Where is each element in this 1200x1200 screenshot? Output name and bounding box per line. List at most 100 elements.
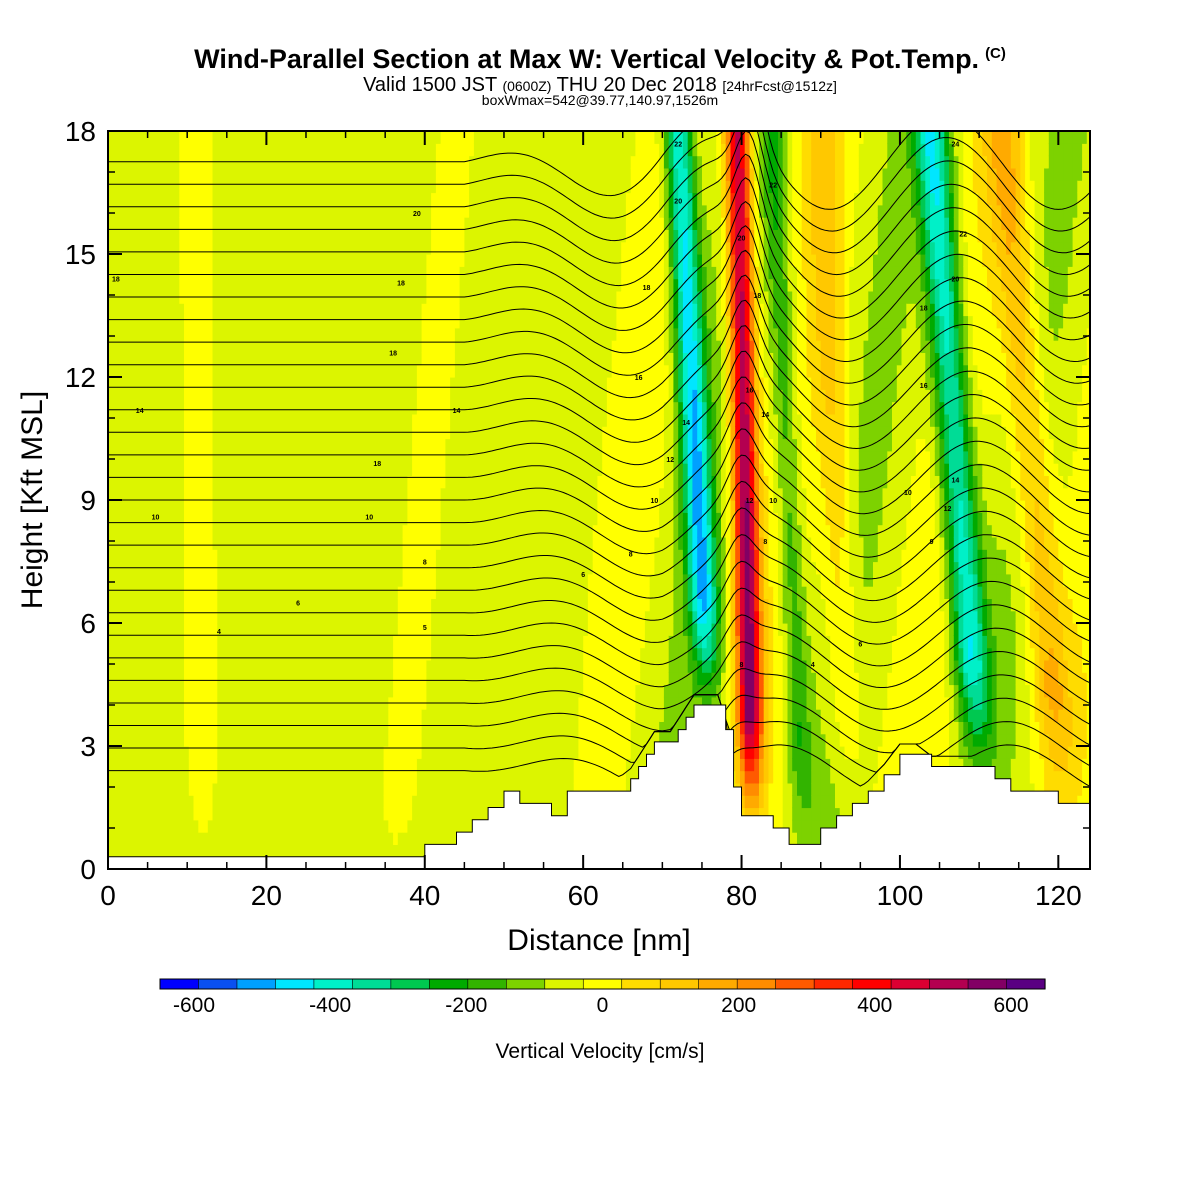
field-cell [478, 733, 484, 747]
field-cell [331, 709, 337, 722]
field-cell [160, 167, 166, 181]
field-cell [473, 758, 480, 772]
field-cell [150, 303, 157, 317]
field-cell [108, 327, 114, 341]
field-cell [231, 782, 237, 796]
field-cell [179, 143, 185, 157]
field-cell [383, 586, 389, 599]
field-cell [165, 389, 171, 403]
field-cell [236, 500, 242, 513]
field-cell [473, 389, 480, 403]
field-cell [454, 377, 461, 390]
field-cell [345, 819, 351, 833]
field-cell [454, 647, 461, 661]
field-cell [184, 229, 190, 243]
field-cell [136, 647, 142, 661]
field-cell [317, 303, 323, 317]
field-cell [317, 413, 323, 427]
field-cell [179, 389, 185, 403]
field-cell [450, 770, 456, 784]
field-cell [340, 610, 347, 624]
field-cell [150, 782, 157, 796]
field-cell [369, 352, 375, 366]
field-cell [407, 463, 413, 476]
field-cell [255, 315, 261, 329]
field-cell [179, 475, 185, 489]
field-cell [127, 844, 133, 858]
field-cell [169, 549, 176, 563]
field-cell [274, 746, 280, 759]
field-cell [483, 254, 489, 267]
field-cell [431, 573, 437, 587]
field-cell [274, 721, 280, 735]
field-cell [355, 413, 361, 427]
field-cell [359, 647, 366, 661]
field-cell [250, 463, 256, 476]
field-cell [326, 500, 332, 513]
field-cell [231, 672, 237, 686]
field-cell [407, 475, 413, 489]
field-cell [179, 610, 185, 624]
field-cell [312, 635, 318, 649]
field-cell [245, 327, 252, 341]
field-cell [222, 659, 228, 673]
field-cell [250, 131, 256, 144]
field-cell [165, 340, 171, 353]
field-cell [450, 672, 456, 686]
field-cell [179, 217, 185, 230]
field-cell [478, 389, 484, 403]
field-cell [264, 327, 271, 341]
field-cell [264, 389, 271, 403]
field-cell [264, 758, 271, 772]
field-cell [416, 795, 423, 809]
field-cell [131, 180, 138, 194]
field-cell [445, 463, 451, 476]
field-cell [321, 254, 328, 267]
field-cell [483, 586, 489, 599]
field-cell [340, 377, 347, 390]
field-cell [174, 303, 180, 317]
field-cell [288, 819, 294, 833]
field-cell [374, 438, 380, 452]
field-cell [179, 598, 185, 612]
field-cell [454, 229, 461, 243]
field-cell [174, 672, 180, 686]
field-cell [236, 573, 242, 587]
field-cell [307, 573, 313, 587]
field-cell [416, 819, 423, 833]
field-cell [454, 438, 461, 452]
field-cell [336, 733, 342, 747]
field-cell [345, 278, 351, 292]
field-cell [155, 352, 161, 366]
field-cell [207, 758, 214, 772]
field-cell [260, 278, 266, 292]
field-cell [340, 143, 347, 157]
field-cell [136, 278, 142, 292]
field-cell [445, 549, 451, 563]
field-cell [174, 364, 180, 378]
field-cell [293, 131, 299, 144]
field-cell [212, 450, 218, 464]
field-cell [264, 254, 271, 267]
field-cell [450, 229, 456, 243]
field-cell [355, 315, 361, 329]
field-cell [255, 524, 261, 538]
field-cell [255, 278, 261, 292]
field-cell [127, 315, 133, 329]
field-cell [288, 672, 294, 686]
field-cell [336, 278, 342, 292]
field-cell [369, 672, 375, 686]
field-cell [279, 598, 285, 612]
field-cell [454, 586, 461, 599]
field-cell [464, 229, 470, 243]
field-cell [497, 635, 503, 649]
field-cell [359, 659, 366, 673]
field-cell [279, 180, 285, 194]
field-cell [169, 192, 176, 206]
field-cell [407, 204, 413, 218]
field-cell [393, 475, 399, 489]
field-cell [241, 819, 247, 833]
field-cell [416, 131, 423, 144]
field-cell [364, 463, 370, 476]
field-cell [298, 241, 304, 255]
